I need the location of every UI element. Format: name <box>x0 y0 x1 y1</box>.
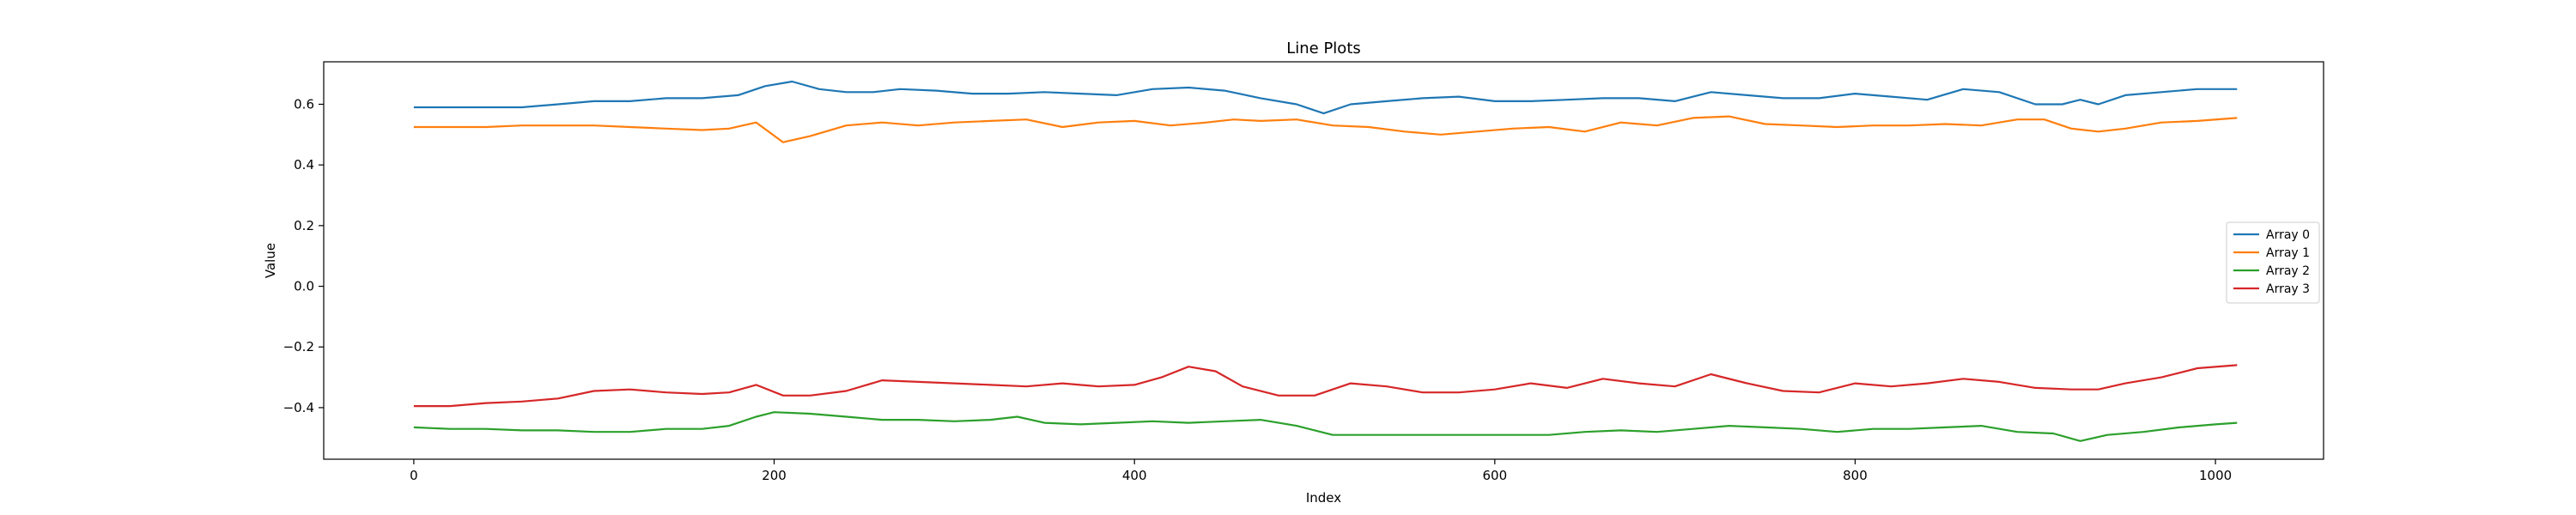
legend-label: Array 2 <box>2266 264 2310 278</box>
x-axis-title: Index <box>1306 490 1341 506</box>
y-axis: −0.4 −0.2 0.0 0.2 0.4 0.6 <box>283 96 324 415</box>
legend-box <box>2226 221 2320 304</box>
y-tick-label: 0.4 <box>294 157 314 173</box>
y-axis-title: Value <box>263 243 278 278</box>
x-tick-label: 600 <box>1483 468 1508 483</box>
x-axis: 0 200 400 600 800 1000 <box>410 459 2232 483</box>
y-tick-label: 0.0 <box>294 279 314 294</box>
x-tick-label: 400 <box>1122 468 1147 483</box>
y-tick-label: 0.6 <box>294 96 314 112</box>
x-tick-label: 0 <box>410 468 418 483</box>
y-tick-label: 0.2 <box>294 218 314 233</box>
series-line-array-1 <box>413 115 2238 143</box>
x-tick-label: 200 <box>762 468 787 483</box>
series-layer <box>413 80 2238 442</box>
y-tick-label: −0.2 <box>283 339 314 354</box>
legend-label: Array 1 <box>2266 246 2310 260</box>
series-line-array-2 <box>413 411 2238 442</box>
legend-label: Array 0 <box>2266 228 2310 242</box>
chart-title: Line Plots <box>1286 39 1361 58</box>
legend-label: Array 3 <box>2266 282 2310 296</box>
y-tick-label: −0.4 <box>283 400 314 415</box>
x-tick-label: 800 <box>1843 468 1868 483</box>
series-line-array-0 <box>413 80 2238 115</box>
plot-frame <box>323 61 2324 460</box>
legend: Array 0 Array 1 Array 2 Array 3 <box>2226 221 2320 304</box>
series-line-array-3 <box>413 364 2238 408</box>
x-tick-label: 1000 <box>2199 468 2232 483</box>
